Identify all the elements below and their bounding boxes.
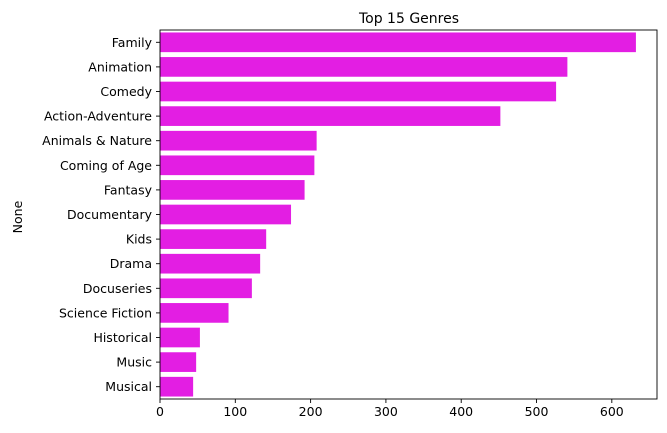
y-axis-ticks: Family Animation Comedy Action-Adventure Ani… — [42, 35, 160, 394]
y-axis-label: None — [10, 200, 25, 233]
x-tick-label: 200 — [299, 404, 323, 419]
x-tick-label: 100 — [223, 404, 247, 419]
y-tick-label: Docuseries — [83, 281, 152, 296]
bar-music — [160, 352, 197, 372]
y-tick-label: Family — [112, 35, 153, 50]
bar-fantasy — [160, 180, 305, 200]
y-tick-label: Documentary — [67, 207, 153, 222]
chart-title: Top 15 Genres — [358, 11, 459, 27]
y-tick-label: Science Fiction — [59, 305, 152, 320]
y-tick-label: Animation — [88, 59, 152, 74]
x-tick-label: 400 — [449, 404, 473, 419]
y-tick-label: Historical — [93, 330, 152, 345]
y-tick-label: Animals & Nature — [42, 133, 152, 148]
y-tick-label: Fantasy — [104, 182, 153, 197]
bar-comedy — [160, 81, 557, 102]
y-tick-label: Drama — [110, 256, 152, 271]
bar-animation — [160, 57, 568, 77]
y-tick-label: Musical — [105, 379, 152, 394]
x-tick-label: 0 — [156, 404, 164, 419]
x-tick-label: 600 — [600, 404, 624, 419]
x-tick-label: 500 — [525, 404, 549, 419]
y-tick-label: Kids — [126, 232, 152, 247]
bar-kids — [160, 229, 267, 249]
bar-drama — [160, 253, 261, 274]
y-tick-label: Comedy — [100, 84, 152, 99]
x-axis-ticks: 0 100 200 300 400 500 600 — [156, 399, 624, 419]
bar-science-fiction — [160, 303, 229, 323]
x-tick-label: 300 — [374, 404, 398, 419]
bar-animals-nature — [160, 130, 317, 151]
bar-docuseries — [160, 278, 252, 299]
bars-group — [160, 32, 636, 397]
y-tick-label: Music — [116, 355, 152, 370]
plot-frame — [159, 29, 658, 400]
bar-family — [160, 32, 636, 53]
y-tick-label: Coming of Age — [60, 158, 152, 173]
bar-historical — [160, 327, 200, 348]
bar-action-adventure — [160, 106, 501, 126]
y-tick-label: Action-Adventure — [44, 109, 152, 124]
bar-coming-of-age — [160, 155, 315, 176]
bar-documentary — [160, 204, 292, 225]
bar-musical — [160, 376, 194, 397]
